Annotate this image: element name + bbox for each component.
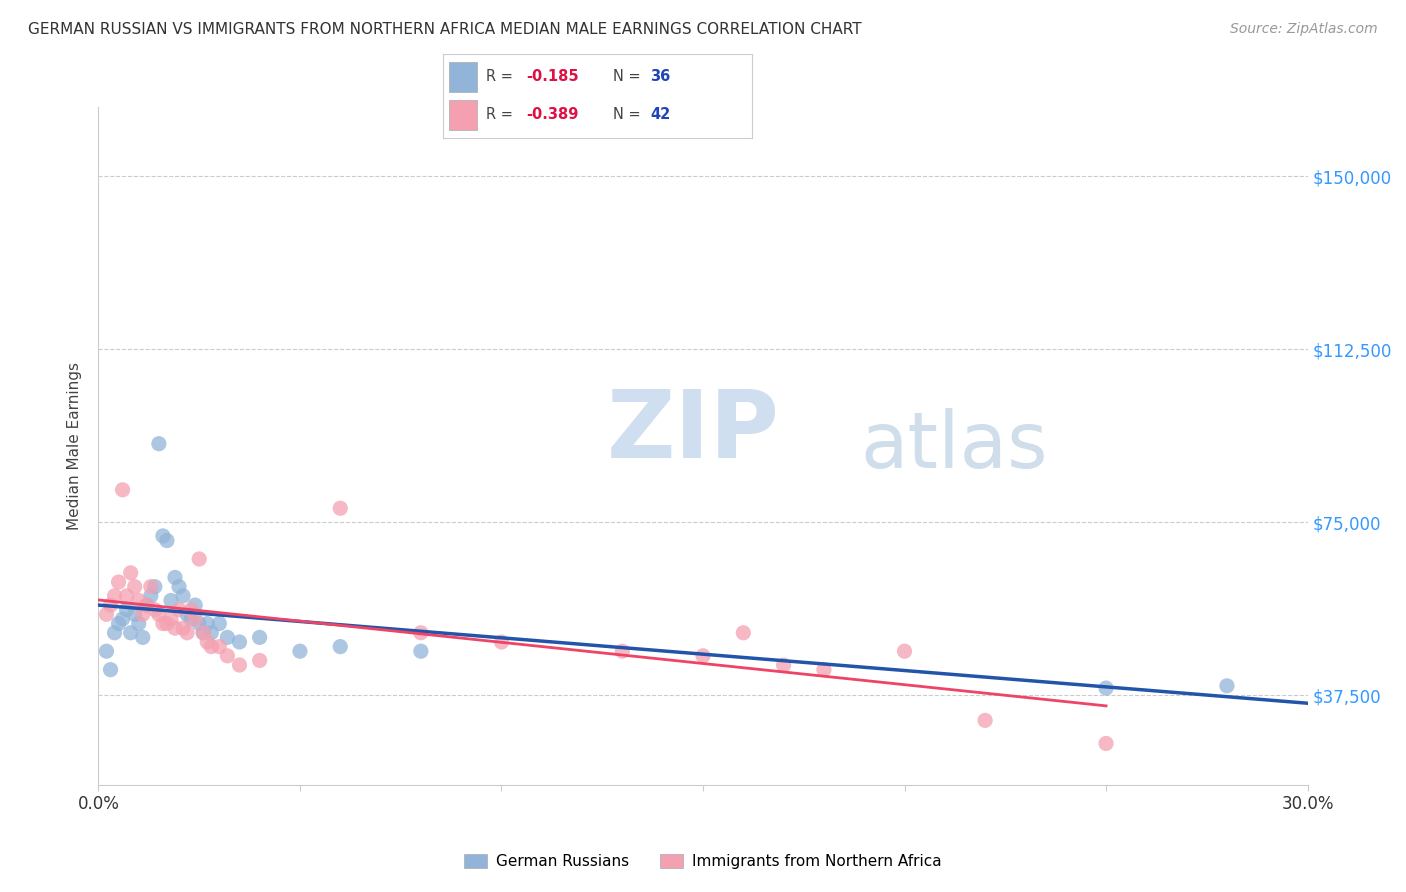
Point — [329, 501, 352, 516]
Text: N =: N = — [613, 107, 645, 122]
Point — [96, 644, 118, 658]
Point — [128, 616, 150, 631]
Point — [156, 533, 179, 548]
Point — [139, 580, 162, 594]
Point — [288, 644, 311, 658]
Point — [148, 607, 170, 622]
Text: R =: R = — [486, 107, 517, 122]
Point — [195, 616, 218, 631]
Point — [249, 653, 271, 667]
Point — [111, 483, 134, 497]
Point — [167, 603, 190, 617]
Point — [139, 589, 162, 603]
Point — [148, 436, 170, 450]
Point — [893, 644, 915, 658]
Point — [200, 625, 222, 640]
Point — [772, 658, 794, 673]
Point — [195, 635, 218, 649]
Text: 42: 42 — [650, 107, 671, 122]
Point — [160, 593, 183, 607]
Point — [184, 598, 207, 612]
Point — [152, 616, 174, 631]
Point — [409, 625, 432, 640]
Point — [612, 644, 634, 658]
Text: Source: ZipAtlas.com: Source: ZipAtlas.com — [1230, 22, 1378, 37]
Point — [176, 625, 198, 640]
Text: 36: 36 — [650, 70, 671, 85]
Point — [172, 621, 194, 635]
Point — [120, 566, 142, 580]
Point — [208, 616, 231, 631]
Text: -0.185: -0.185 — [526, 70, 579, 85]
Point — [167, 580, 190, 594]
Point — [111, 612, 134, 626]
Point — [180, 603, 202, 617]
Point — [103, 589, 125, 603]
Point — [115, 589, 138, 603]
Point — [1095, 681, 1118, 695]
Point — [184, 612, 207, 626]
Point — [193, 625, 215, 640]
Text: N =: N = — [613, 70, 645, 85]
Point — [143, 603, 166, 617]
FancyBboxPatch shape — [449, 100, 477, 130]
Point — [132, 631, 155, 645]
Text: atlas: atlas — [860, 408, 1047, 484]
Point — [329, 640, 352, 654]
Point — [188, 552, 211, 566]
Point — [96, 607, 118, 622]
Point — [813, 663, 835, 677]
Point — [249, 631, 271, 645]
Legend: German Russians, Immigrants from Northern Africa: German Russians, Immigrants from Norther… — [458, 848, 948, 875]
Point — [974, 714, 997, 728]
Point — [103, 625, 125, 640]
Point — [143, 580, 166, 594]
Point — [193, 625, 215, 640]
Point — [1095, 736, 1118, 750]
Point — [107, 616, 129, 631]
Point — [409, 644, 432, 658]
Point — [491, 635, 513, 649]
Point — [100, 663, 122, 677]
Point — [163, 621, 186, 635]
Point — [217, 631, 239, 645]
Point — [692, 648, 714, 663]
Point — [120, 625, 142, 640]
Point — [128, 593, 150, 607]
Point — [132, 607, 155, 622]
Point — [733, 625, 755, 640]
Text: GERMAN RUSSIAN VS IMMIGRANTS FROM NORTHERN AFRICA MEDIAN MALE EARNINGS CORRELATI: GERMAN RUSSIAN VS IMMIGRANTS FROM NORTHE… — [28, 22, 862, 37]
Point — [115, 603, 138, 617]
Point — [228, 635, 250, 649]
FancyBboxPatch shape — [449, 62, 477, 92]
Point — [107, 575, 129, 590]
Point — [135, 598, 157, 612]
Text: R =: R = — [486, 70, 517, 85]
Text: ZIP: ZIP — [606, 386, 779, 478]
Point — [160, 612, 183, 626]
Point — [124, 580, 146, 594]
Point — [200, 640, 222, 654]
Point — [180, 612, 202, 626]
Point — [172, 589, 194, 603]
Point — [163, 570, 186, 584]
Point — [188, 616, 211, 631]
Point — [124, 607, 146, 622]
Point — [156, 616, 179, 631]
Y-axis label: Median Male Earnings: Median Male Earnings — [67, 362, 83, 530]
Point — [100, 598, 122, 612]
Point — [152, 529, 174, 543]
Point — [1216, 679, 1239, 693]
Point — [208, 640, 231, 654]
Point — [217, 648, 239, 663]
Point — [228, 658, 250, 673]
Point — [135, 598, 157, 612]
Text: -0.389: -0.389 — [526, 107, 579, 122]
Point — [176, 607, 198, 622]
